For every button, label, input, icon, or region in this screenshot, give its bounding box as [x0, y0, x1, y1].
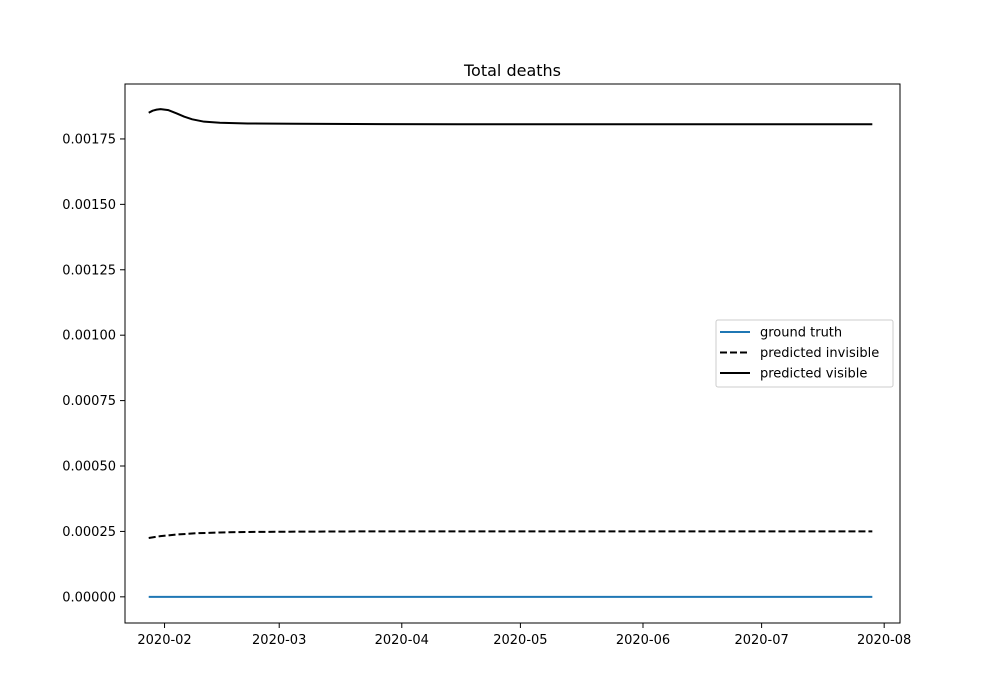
legend-box — [715, 319, 894, 388]
y-tick-label: 0.00025 — [62, 525, 116, 540]
x-tick-label: 2020-04 — [375, 633, 429, 648]
x-tick-label: 2020-05 — [493, 633, 547, 648]
x-tick-label: 2020-03 — [252, 633, 306, 648]
chart-title: Total deaths — [463, 61, 561, 80]
x-axis: 2020-02 2020-03 2020-04 2020-05 2020-06 2020-… — [137, 623, 911, 648]
x-tick-label: 2020-07 — [734, 633, 788, 648]
y-tick-label: 0.00175 — [62, 132, 116, 147]
x-tick-label: 2020-02 — [137, 633, 191, 648]
x-tick-label: 2020-08 — [857, 633, 911, 648]
legend-label: predicted invisible — [760, 346, 879, 361]
legend-label: ground truth — [760, 326, 842, 341]
y-tick-label: 0.00050 — [62, 460, 116, 475]
legend: ground truth predicted invisible predicted… — [715, 319, 894, 388]
series-line-predicted-visible — [148, 108, 873, 126]
series-layer — [148, 108, 873, 598]
legend-label: predicted visible — [760, 367, 867, 382]
y-axis: 0.00000 0.00025 0.00050 0.00075 0.00100 0.001… — [62, 132, 125, 605]
y-tick-label: 0.00150 — [62, 198, 116, 213]
y-tick-label: 0.00075 — [62, 394, 116, 409]
y-tick-label: 0.00000 — [62, 590, 116, 605]
y-tick-label: 0.00100 — [62, 329, 116, 344]
y-tick-label: 0.00125 — [62, 263, 116, 278]
series-line-predicted-invisible — [148, 530, 873, 539]
x-tick-label: 2020-06 — [616, 633, 670, 648]
